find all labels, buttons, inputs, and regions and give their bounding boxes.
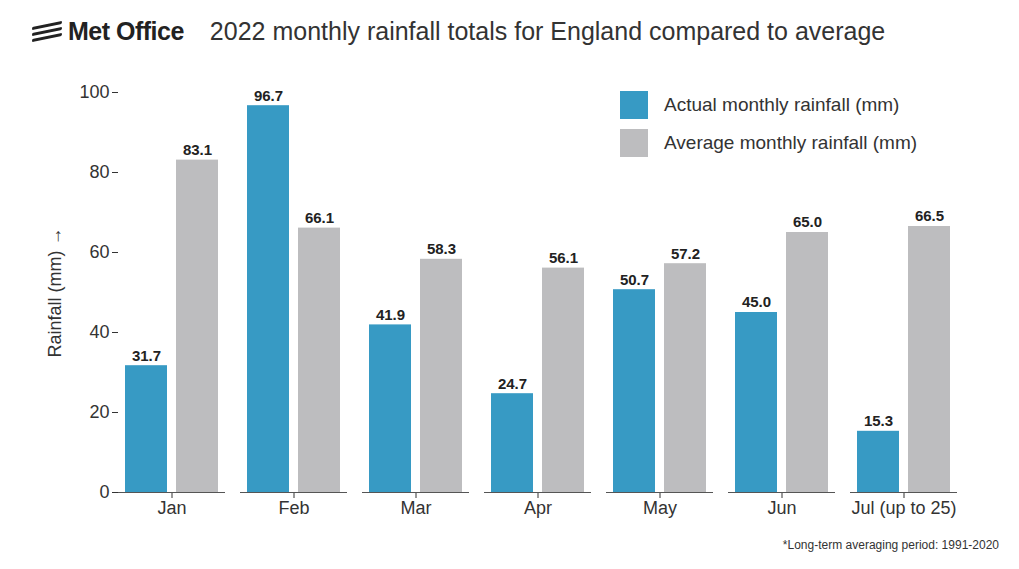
svg-text:83.1: 83.1 <box>183 141 212 158</box>
svg-text:31.7: 31.7 <box>132 347 161 364</box>
svg-text:40: 40 <box>89 322 109 342</box>
svg-text:56.1: 56.1 <box>549 249 578 266</box>
svg-text:Jul (up to 25): Jul (up to 25) <box>851 498 956 518</box>
html-text:2022 monthly rainfall totals f: 2022 monthly rainfall totals for England… <box>209 16 886 45</box>
svg-text:24.7: 24.7 <box>498 375 527 392</box>
svg-text:41.9: 41.9 <box>376 306 405 323</box>
html-text:Met Office: Met Office <box>68 16 184 45</box>
svg-text:100: 100 <box>79 82 109 102</box>
svg-text:65.0: 65.0 <box>793 213 822 230</box>
svg-text:50.7: 50.7 <box>620 271 649 288</box>
html-text:Average monthly rainfall (mm): Average monthly rainfall (mm) <box>664 132 918 153</box>
svg-text:Jun: Jun <box>767 498 796 518</box>
svg-text:Rainfall (mm) →: Rainfall (mm) → <box>45 227 65 357</box>
svg-text:80: 80 <box>89 162 109 182</box>
svg-text:Jan: Jan <box>157 498 186 518</box>
svg-text:60: 60 <box>89 242 109 262</box>
html-text:Actual monthly rainfall (mm): Actual monthly rainfall (mm) <box>664 94 900 115</box>
svg-text:15.3: 15.3 <box>864 412 893 429</box>
svg-text:57.2: 57.2 <box>671 245 700 262</box>
svg-text:96.7: 96.7 <box>254 87 283 104</box>
svg-text:58.3: 58.3 <box>427 240 456 257</box>
svg-text:Feb: Feb <box>278 498 309 518</box>
svg-text:66.5: 66.5 <box>915 207 944 224</box>
svg-text:Mar: Mar <box>401 498 432 518</box>
svg-text:20: 20 <box>89 402 109 422</box>
svg-text:May: May <box>643 498 677 518</box>
svg-text:66.1: 66.1 <box>305 209 334 226</box>
svg-text:45.0: 45.0 <box>742 293 771 310</box>
svg-text:Apr: Apr <box>524 498 552 518</box>
svg-text:0: 0 <box>99 482 109 502</box>
html-text:*Long-term averaging period: 1: *Long-term averaging period: 1991-2020 <box>782 538 999 552</box>
